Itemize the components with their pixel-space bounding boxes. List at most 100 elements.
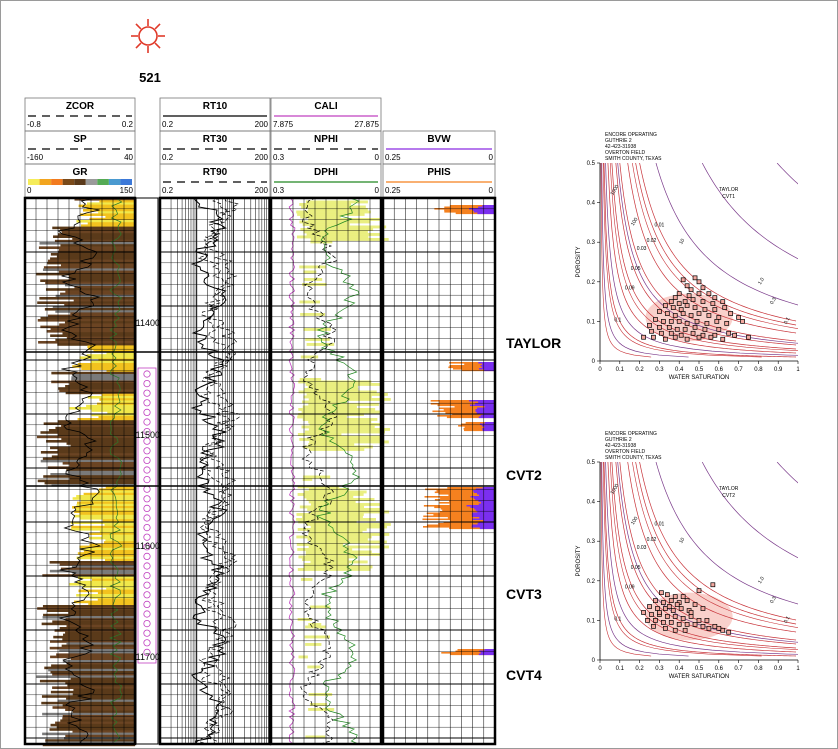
porosity-fill-slice: [299, 505, 365, 509]
x-tick-label: 1: [796, 367, 800, 373]
data-point: [674, 326, 680, 332]
porosity-fill-slice: [301, 425, 375, 429]
header-title-sp: SP: [73, 134, 87, 145]
gamma-fill-slice: [87, 347, 135, 351]
header-max-rt90: 200: [255, 186, 269, 195]
bvw-fill-slice: [477, 493, 495, 495]
well-circle: [138, 26, 158, 46]
header-max-dphi: 0: [375, 186, 380, 195]
gamma-fill-slice: [74, 600, 135, 604]
data-point: [653, 598, 658, 603]
gamma-fill-slice: [59, 627, 135, 630]
rt-curve-label: 100: [630, 217, 639, 227]
porosity-fill-slice: [298, 555, 358, 559]
bvw-curve: [615, 163, 797, 346]
data-point: [655, 606, 660, 611]
data-point: [645, 618, 650, 623]
data-point: [732, 332, 737, 338]
gamma-fill-slice: [42, 457, 135, 461]
phis-fill-slice: [453, 368, 495, 370]
porosity-fill-slice: [302, 478, 313, 481]
x-tick-label: 0.1: [616, 666, 625, 672]
data-point: [668, 319, 674, 324]
bvw-curve: [627, 163, 797, 334]
gr-colorbar-segment: [85, 179, 98, 185]
perf-marker: [143, 562, 151, 570]
data-point: [712, 307, 718, 312]
phis-fill-slice: [426, 524, 495, 527]
x-tick-label: 0.3: [655, 666, 664, 672]
gamma-fill-slice: [65, 682, 135, 685]
porosity-fill-slice: [303, 328, 331, 331]
porosity-fill-slice: [302, 515, 363, 519]
gamma-fill-slice: [65, 618, 135, 621]
header-min-gr: 0: [27, 186, 32, 195]
header-max-sp: 40: [124, 153, 133, 162]
phis-fill-slice: [438, 493, 495, 495]
bvw-fill-slice: [477, 407, 495, 410]
data-point: [680, 311, 686, 316]
gamma-fill-slice: [40, 316, 135, 320]
gamma-fill-slice: [57, 448, 135, 452]
gamma-fill-slice: [61, 644, 136, 648]
header-title-rt30: RT30: [203, 134, 228, 145]
gamma-fill-slice: [50, 671, 135, 674]
phis-fill-slice: [448, 366, 495, 369]
data-point: [716, 625, 722, 631]
gamma-fill-slice: [92, 578, 135, 582]
data-point: [682, 627, 688, 633]
data-point: [678, 307, 684, 312]
data-point: [668, 330, 674, 336]
data-point: [692, 602, 698, 607]
gamma-fill-slice: [88, 602, 135, 606]
bvw-fill-slice: [477, 511, 495, 513]
data-point: [692, 324, 698, 330]
bvw-curve-label: 0.02: [647, 238, 657, 244]
gamma-fill-slice: [66, 442, 135, 445]
bvw-curve: [627, 462, 797, 633]
perf-marker: [143, 427, 151, 436]
data-point: [672, 614, 678, 619]
gamma-fill-slice: [67, 470, 135, 474]
gamma-fill-slice: [98, 415, 135, 419]
gamma-fill-slice: [47, 259, 135, 263]
x-tick-label: 0.4: [675, 367, 684, 373]
gamma-fill-slice: [41, 622, 135, 626]
gamma-fill-slice: [52, 620, 135, 623]
data-point: [706, 291, 712, 297]
gamma-fill-slice: [60, 292, 135, 296]
bvw-curve: [615, 462, 797, 645]
phis-fill-slice: [432, 410, 495, 413]
gamma-fill-slice: [82, 585, 135, 588]
phis-fill-slice: [442, 509, 495, 512]
gamma-fill-slice: [80, 554, 135, 557]
perf-marker: [143, 447, 151, 455]
rt-curve-red: [632, 462, 798, 628]
gamma-fill-slice: [91, 409, 135, 412]
data-point: [647, 323, 652, 328]
gamma-fill-slice: [57, 433, 136, 436]
gamma-fill-slice: [72, 497, 135, 500]
gamma-fill-slice: [66, 662, 135, 665]
porosity-fill-slice: [299, 220, 371, 224]
bvw-curve-label: 0.01: [655, 521, 665, 527]
data-point: [736, 315, 741, 320]
phis-fill-slice: [439, 502, 495, 504]
porosity-fill-slice: [305, 383, 382, 386]
data-point: [728, 311, 734, 316]
header-title-bvw: BVW: [427, 134, 451, 145]
x-tick-label: 0.2: [635, 367, 644, 373]
data-point: [706, 625, 712, 631]
x-axis-label: WATER SATURATION: [669, 674, 729, 680]
bvw-fill-slice: [484, 649, 495, 651]
data-point: [720, 627, 726, 633]
gamma-fill-slice: [50, 473, 135, 476]
porosity-fill-slice: [307, 665, 321, 669]
data-point: [657, 610, 662, 615]
bvw-fill-slice: [475, 488, 495, 491]
gamma-fill-slice: [44, 308, 135, 311]
data-point: [714, 319, 720, 324]
x-tick-label: 0.7: [734, 666, 743, 672]
resistivity-curves: [190, 197, 240, 745]
porosity-fill-slice: [308, 533, 390, 536]
